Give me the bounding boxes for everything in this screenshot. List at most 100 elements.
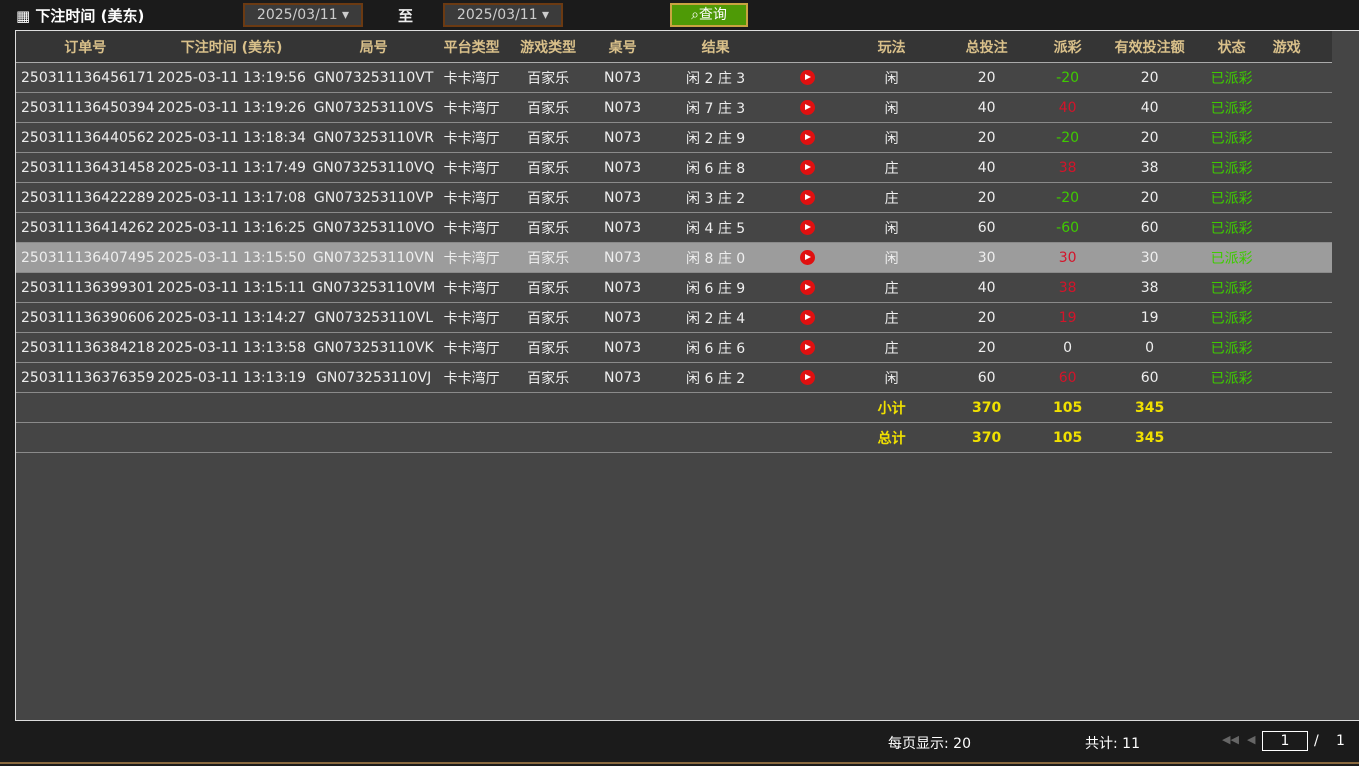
cell: 闲 2 庄 4 — [653, 302, 778, 333]
empty-cell — [1271, 122, 1332, 153]
play-video-icon[interactable] — [800, 250, 816, 265]
play-video-icon[interactable] — [800, 70, 816, 85]
table-row[interactable]: 250311136399301 2025-03-11 13:15:11 GN0732… — [16, 272, 1332, 303]
cell: N073 — [591, 122, 654, 153]
cell: 40 — [1027, 92, 1108, 123]
cell: 百家乐 — [504, 62, 592, 93]
replay-cell — [777, 332, 838, 363]
empty-cell — [1271, 92, 1332, 123]
cell — [1191, 392, 1272, 423]
table-row[interactable]: 250311136422289 2025-03-11 13:17:08 GN0732… — [16, 182, 1332, 213]
cell: GN073253110VM — [308, 272, 439, 303]
end-date-select[interactable]: 2025/03/11 ▾ — [443, 3, 563, 27]
table-row[interactable]: 250311136450394 2025-03-11 13:19:26 GN0732… — [16, 92, 1332, 123]
replay-cell — [777, 92, 838, 123]
column-header: 局号 — [308, 31, 439, 63]
cell: 闲 2 庄 3 — [653, 62, 778, 93]
page-input[interactable]: 1 — [1262, 731, 1308, 751]
cell: 百家乐 — [504, 302, 592, 333]
column-header: 游戏 — [1271, 31, 1332, 63]
cell: 2025-03-11 13:19:26 — [154, 92, 309, 123]
cell — [653, 422, 778, 453]
pagination-bar: 每页显示: 20 共计: 11 ◀◀ ◀ 1 / 1 — [0, 720, 1359, 764]
cell: 卡卡湾厅 — [438, 182, 505, 213]
cell: 2025-03-11 13:13:58 — [154, 332, 309, 363]
cell: 0 — [1107, 332, 1192, 363]
play-video-icon[interactable] — [800, 310, 816, 325]
cell: GN073253110VP — [308, 182, 439, 213]
cell: N073 — [591, 212, 654, 243]
play-video-icon[interactable] — [800, 370, 816, 385]
cell: 20 — [945, 62, 1028, 93]
cell: 百家乐 — [504, 242, 592, 273]
table-row[interactable]: 250311136384218 2025-03-11 13:13:58 GN0732… — [16, 332, 1332, 363]
cell: GN073253110VR — [308, 122, 439, 153]
cell — [438, 422, 505, 453]
cell: 2025-03-11 13:14:27 — [154, 302, 309, 333]
play-video-icon[interactable] — [800, 190, 816, 205]
table-row[interactable]: 250311136407495 2025-03-11 13:15:50 GN0732… — [16, 242, 1332, 273]
cell: 60 — [1107, 212, 1192, 243]
cell: 250311136456171 — [16, 62, 155, 93]
cell: 20 — [945, 182, 1028, 213]
cell: 百家乐 — [504, 272, 592, 303]
cell: 已派彩 — [1191, 92, 1272, 123]
cell: 250311136431458 — [16, 152, 155, 183]
cell: 40 — [1107, 92, 1192, 123]
cell — [154, 392, 309, 423]
table-row[interactable]: 250311136376359 2025-03-11 13:13:19 GN0732… — [16, 362, 1332, 393]
cell: 庄 — [837, 182, 946, 213]
prev-page-icon[interactable]: ◀ — [1247, 733, 1256, 746]
start-date-select[interactable]: 2025/03/11 ▾ — [243, 3, 363, 27]
query-button[interactable]: ⌕查询 — [670, 3, 748, 27]
empty-cell — [1271, 182, 1332, 213]
cell: -20 — [1027, 182, 1108, 213]
cell: 2025-03-11 13:15:11 — [154, 272, 309, 303]
table-row[interactable]: 250311136414262 2025-03-11 13:16:25 GN0732… — [16, 212, 1332, 243]
cell — [16, 392, 155, 423]
table-row[interactable]: 250311136440562 2025-03-11 13:18:34 GN0732… — [16, 122, 1332, 153]
cell: 2025-03-11 13:18:34 — [154, 122, 309, 153]
cell: 20 — [1107, 62, 1192, 93]
cell: 60 — [945, 212, 1028, 243]
column-header: 平台类型 — [438, 31, 505, 63]
cell: 40 — [945, 272, 1028, 303]
cell: 已派彩 — [1191, 62, 1272, 93]
play-video-icon[interactable] — [800, 160, 816, 175]
cell — [777, 392, 838, 423]
column-header — [777, 31, 838, 63]
cell: 250311136399301 — [16, 272, 155, 303]
cell: 20 — [1107, 182, 1192, 213]
play-video-icon[interactable] — [800, 340, 816, 355]
page-size: 每页显示: 20 — [888, 736, 971, 752]
table-row[interactable]: 250311136390606 2025-03-11 13:14:27 GN0732… — [16, 302, 1332, 333]
cell: GN073253110VS — [308, 92, 439, 123]
cell: GN073253110VT — [308, 62, 439, 93]
cell: 百家乐 — [504, 182, 592, 213]
cell: 19 — [1027, 302, 1108, 333]
cell: 卡卡湾厅 — [438, 242, 505, 273]
cell: 30 — [945, 242, 1028, 273]
bet-time-label: ▦ 下注时间 (美东) — [16, 7, 145, 25]
cell: 2025-03-11 13:16:25 — [154, 212, 309, 243]
cell: 卡卡湾厅 — [438, 212, 505, 243]
play-video-icon[interactable] — [800, 130, 816, 145]
play-video-icon[interactable] — [800, 100, 816, 115]
column-header: 有效投注额 — [1107, 31, 1192, 63]
cell: 345 — [1107, 392, 1192, 423]
play-video-icon[interactable] — [800, 220, 816, 235]
cell: 38 — [1107, 152, 1192, 183]
table-row[interactable]: 250311136456171 2025-03-11 13:19:56 GN0732… — [16, 62, 1332, 93]
play-video-icon[interactable] — [800, 280, 816, 295]
table-row[interactable]: 250311136431458 2025-03-11 13:17:49 GN0732… — [16, 152, 1332, 183]
cell: 已派彩 — [1191, 212, 1272, 243]
cell: 20 — [945, 332, 1028, 363]
cell: N073 — [591, 302, 654, 333]
first-page-icon[interactable]: ◀◀ — [1222, 733, 1239, 746]
cell: 卡卡湾厅 — [438, 332, 505, 363]
cell: 250311136440562 — [16, 122, 155, 153]
cell: 已派彩 — [1191, 332, 1272, 363]
cell: GN073253110VQ — [308, 152, 439, 183]
cell — [1271, 392, 1332, 423]
cell: 闲 3 庄 2 — [653, 182, 778, 213]
